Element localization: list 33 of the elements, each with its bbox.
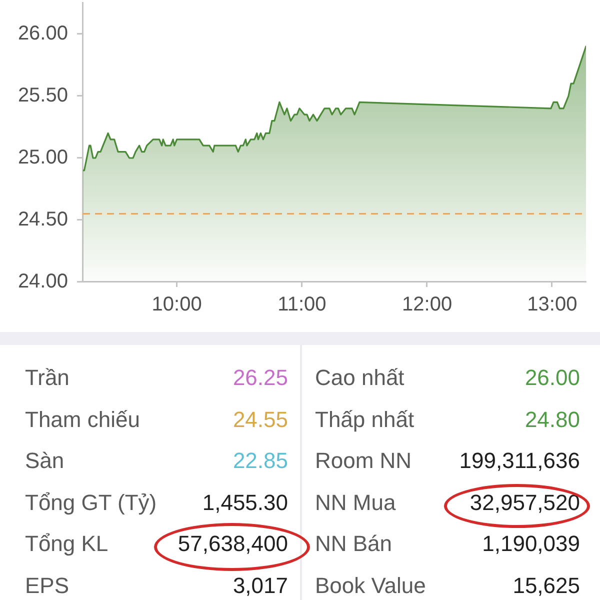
text: 22.85 (232, 448, 288, 474)
x-tick-label: 11:00 (278, 294, 326, 316)
text: Room NN (315, 448, 412, 474)
text: Tổng KL (25, 531, 108, 558)
text: 15,625 (512, 573, 580, 599)
x-tick-label: 13:00 (527, 294, 578, 316)
text: 24.55 (232, 406, 288, 433)
text: Book Value (315, 573, 426, 599)
text: NN Mua (315, 490, 396, 516)
x-tick-label: 12:00 (402, 294, 452, 316)
text: 199,311,636 (459, 448, 580, 474)
text: 32,957,520 (470, 490, 580, 516)
text: 26.25 (232, 365, 288, 391)
y-tick-label: 25.00 (18, 146, 68, 169)
text: 3,017 (232, 573, 288, 599)
y-tick-label: 24.00 (18, 270, 68, 293)
text: EPS (25, 573, 70, 599)
text: NN Bán (315, 531, 392, 558)
x-tick-label: 10:00 (152, 294, 202, 316)
text: 26.00 (524, 365, 580, 391)
text: Tổng GT (Tỷ) (25, 490, 157, 516)
text: Thấp nhất (315, 406, 414, 433)
y-tick-label: 25.50 (18, 84, 68, 107)
text: Tham chiếu (25, 406, 140, 433)
text: Cao nhất (315, 365, 404, 391)
text: Sàn (25, 448, 64, 474)
y-tick-label: 24.50 (18, 208, 68, 231)
text: 24.80 (524, 406, 580, 433)
text: 1,190,039 (482, 531, 580, 558)
text: 57,638,400 (178, 531, 288, 558)
y-tick-label: 26.00 (18, 22, 68, 45)
text: Trần (25, 365, 70, 391)
text: 1,455.30 (202, 490, 288, 516)
